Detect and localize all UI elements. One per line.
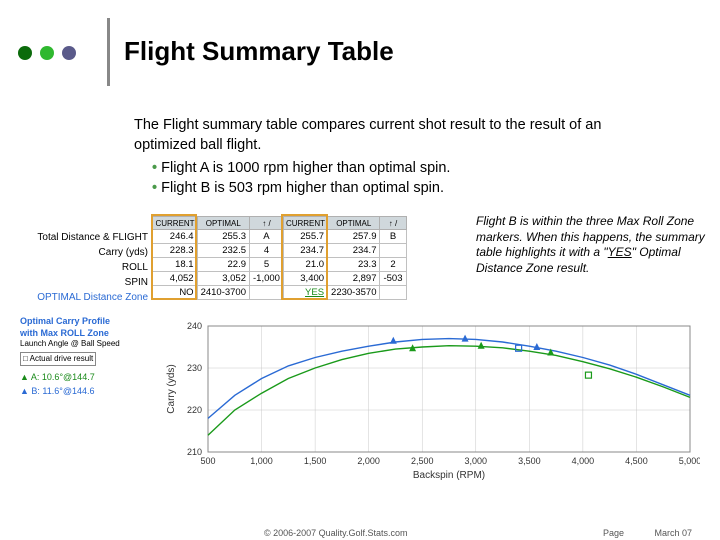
side-note-yes: YES [608, 245, 632, 259]
svg-text:Carry (yds): Carry (yds) [166, 364, 177, 413]
table-cell: 5 [250, 258, 284, 272]
svg-text:4,000: 4,000 [572, 456, 595, 466]
table-cell: -1,000 [250, 272, 284, 286]
svg-text:240: 240 [187, 321, 202, 331]
table-row-label: OPTIMAL Distance Zone [20, 290, 148, 305]
chart-subtitle: Launch Angle @ Ball Speed [20, 339, 148, 349]
col-header: CURRENT [283, 217, 327, 230]
table-cell: 234.7 [283, 244, 327, 258]
copyright: © 2006-2007 Quality.Golf.Stats.com [264, 528, 408, 538]
table-cell: 232.5 [197, 244, 249, 258]
chart-svg: 2102202302405001,0001,5002,0002,5003,000… [160, 314, 700, 484]
table-cell: 2 [380, 258, 406, 272]
table-row-label: Total Distance & FLIGHT [20, 230, 148, 245]
table-cell: 21.0 [283, 258, 327, 272]
dot-3 [62, 46, 76, 60]
table-cell [380, 244, 406, 258]
col-header: ↑ / [250, 217, 284, 230]
chart-title-2: with Max ROLL Zone [20, 328, 148, 340]
table-cell: 255.3 [197, 230, 249, 244]
table-row-labels: Total Distance & FLIGHTCarry (yds)ROLLSP… [20, 216, 148, 305]
svg-text:1,500: 1,500 [304, 456, 327, 466]
bullet-list: Flight A is 1000 rpm higher than optimal… [152, 158, 450, 199]
chart-box-label: □ Actual drive result [20, 352, 96, 366]
dot-2 [40, 46, 54, 60]
table-cell: 3,400 [283, 272, 327, 286]
svg-text:4,500: 4,500 [625, 456, 648, 466]
table-cell: 2230-3570 [328, 286, 380, 300]
col-header: OPTIMAL [197, 217, 249, 230]
table-cell: 4 [250, 244, 284, 258]
col-header: CURRENT [153, 217, 197, 230]
flight-summary-table: Total Distance & FLIGHTCarry (yds)ROLLSP… [20, 216, 460, 305]
table-cell: 18.1 [153, 258, 197, 272]
chart-legend: Optimal Carry Profile with Max ROLL Zone… [20, 316, 148, 398]
svg-text:5,000: 5,000 [679, 456, 700, 466]
chart-title-1: Optimal Carry Profile [20, 316, 148, 328]
svg-text:500: 500 [200, 456, 215, 466]
svg-text:220: 220 [187, 405, 202, 415]
table-cell: YES [283, 286, 327, 300]
table-cell: -503 [380, 272, 406, 286]
svg-text:2,000: 2,000 [357, 456, 380, 466]
table-cell: 23.3 [328, 258, 380, 272]
table-row-label: ROLL [20, 260, 148, 275]
side-note: Flight B is within the three Max Roll Zo… [476, 214, 708, 276]
bullet-item: Flight A is 1000 rpm higher than optimal… [152, 158, 450, 178]
table-cell: 3,052 [197, 272, 249, 286]
table-cell: B [380, 230, 406, 244]
svg-text:3,500: 3,500 [518, 456, 541, 466]
table-cell: 228.3 [153, 244, 197, 258]
table-cell: NO [153, 286, 197, 300]
intro-text: The Flight summary table compares curren… [134, 116, 614, 155]
header-vline [107, 18, 110, 86]
table-cell: 255.7 [283, 230, 327, 244]
dot-1 [18, 46, 32, 60]
table-cell [250, 286, 284, 300]
page-label: Page [603, 528, 624, 538]
table-cell [380, 286, 406, 300]
col-header: ↑ / [380, 217, 406, 230]
table-cell: 234.7 [328, 244, 380, 258]
table-cell: 22.9 [197, 258, 249, 272]
legend-series-a: ▲ A: 10.6°@144.7 [20, 372, 148, 384]
table-row-label: SPIN [20, 275, 148, 290]
table-cell: A [250, 230, 284, 244]
carry-profile-chart: Optimal Carry Profile with Max ROLL Zone… [20, 314, 708, 494]
summary-data-table: CURRENTOPTIMAL↑ /CURRENTOPTIMAL↑ /246.42… [152, 216, 406, 300]
page-title: Flight Summary Table [124, 36, 394, 67]
table-cell: 257.9 [328, 230, 380, 244]
date-label: March 07 [654, 528, 692, 538]
table-row-label: Carry (yds) [20, 245, 148, 260]
table-cell: 2,897 [328, 272, 380, 286]
bullet-item: Flight B is 503 rpm higher than optimal … [152, 178, 450, 198]
svg-text:Backspin (RPM): Backspin (RPM) [413, 470, 485, 481]
table-cell: 246.4 [153, 230, 197, 244]
svg-text:1,000: 1,000 [250, 456, 273, 466]
svg-text:230: 230 [187, 363, 202, 373]
table-cell: 4,052 [153, 272, 197, 286]
svg-text:2,500: 2,500 [411, 456, 434, 466]
svg-text:3,000: 3,000 [465, 456, 488, 466]
table-cell: 2410-3700 [197, 286, 249, 300]
header-dots [18, 46, 76, 60]
legend-series-b: ▲ B: 11.6°@144.6 [20, 386, 148, 398]
col-header: OPTIMAL [328, 217, 380, 230]
